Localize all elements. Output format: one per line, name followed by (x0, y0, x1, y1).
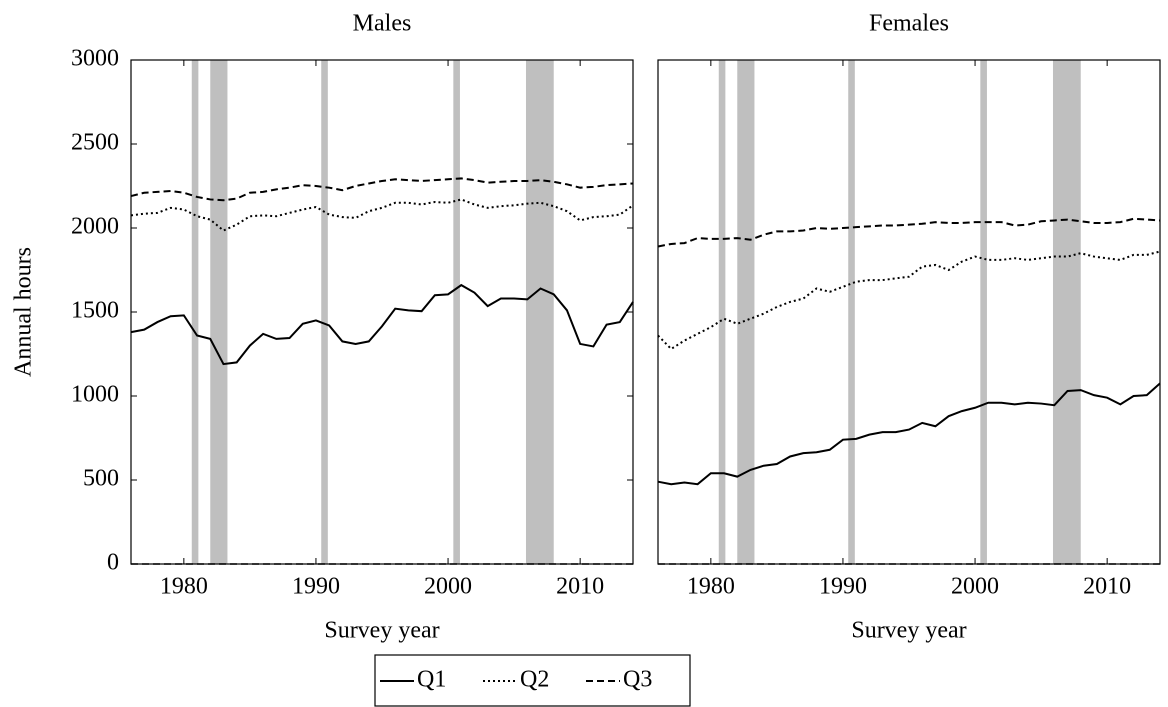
plot-frame (657, 59, 1161, 565)
y-tick-label: 0 (107, 550, 119, 576)
shaded-period (1052, 60, 1081, 564)
shaded-period (321, 60, 328, 564)
shaded-period (210, 60, 228, 564)
x-tick-label: 1980 (687, 574, 735, 600)
shaded-period (191, 60, 199, 564)
y-tick-label: 3000 (71, 46, 119, 72)
x-axis-label: Survey year (324, 618, 439, 644)
x-tick-label: 2000 (951, 574, 999, 600)
panel-title: Females (869, 11, 949, 37)
x-tick-label: 2010 (1083, 574, 1131, 600)
x-tick-label: 2000 (424, 574, 472, 600)
shaded-period (737, 60, 755, 564)
shaded-period (980, 60, 987, 564)
y-axis-label: Annual hours (11, 247, 37, 377)
y-tick-label: 500 (83, 466, 119, 492)
shaded-period (525, 60, 554, 564)
x-tick-label: 2010 (556, 574, 604, 600)
panel-title: Males (353, 11, 412, 37)
legend-box (374, 654, 691, 707)
series-line (657, 217, 1161, 248)
y-tick-label: 2500 (71, 130, 119, 156)
shaded-period (453, 60, 460, 564)
series-line (130, 177, 634, 202)
series-line (130, 198, 634, 232)
series-line (657, 382, 1161, 486)
legend-label: Q2 (520, 667, 549, 693)
legend-label: Q3 (623, 667, 652, 693)
legend-label: Q1 (417, 667, 446, 693)
y-tick-label: 1500 (71, 298, 119, 324)
shaded-period (718, 60, 726, 564)
series-line (130, 283, 634, 366)
y-tick-label: 2000 (71, 214, 119, 240)
series-line (657, 250, 1161, 351)
y-tick-label: 1000 (71, 382, 119, 408)
x-axis-label: Survey year (851, 618, 966, 644)
plot-frame (130, 59, 634, 565)
x-tick-label: 1990 (819, 574, 867, 600)
shaded-period (848, 60, 855, 564)
x-tick-label: 1990 (292, 574, 340, 600)
x-tick-label: 1980 (160, 574, 208, 600)
